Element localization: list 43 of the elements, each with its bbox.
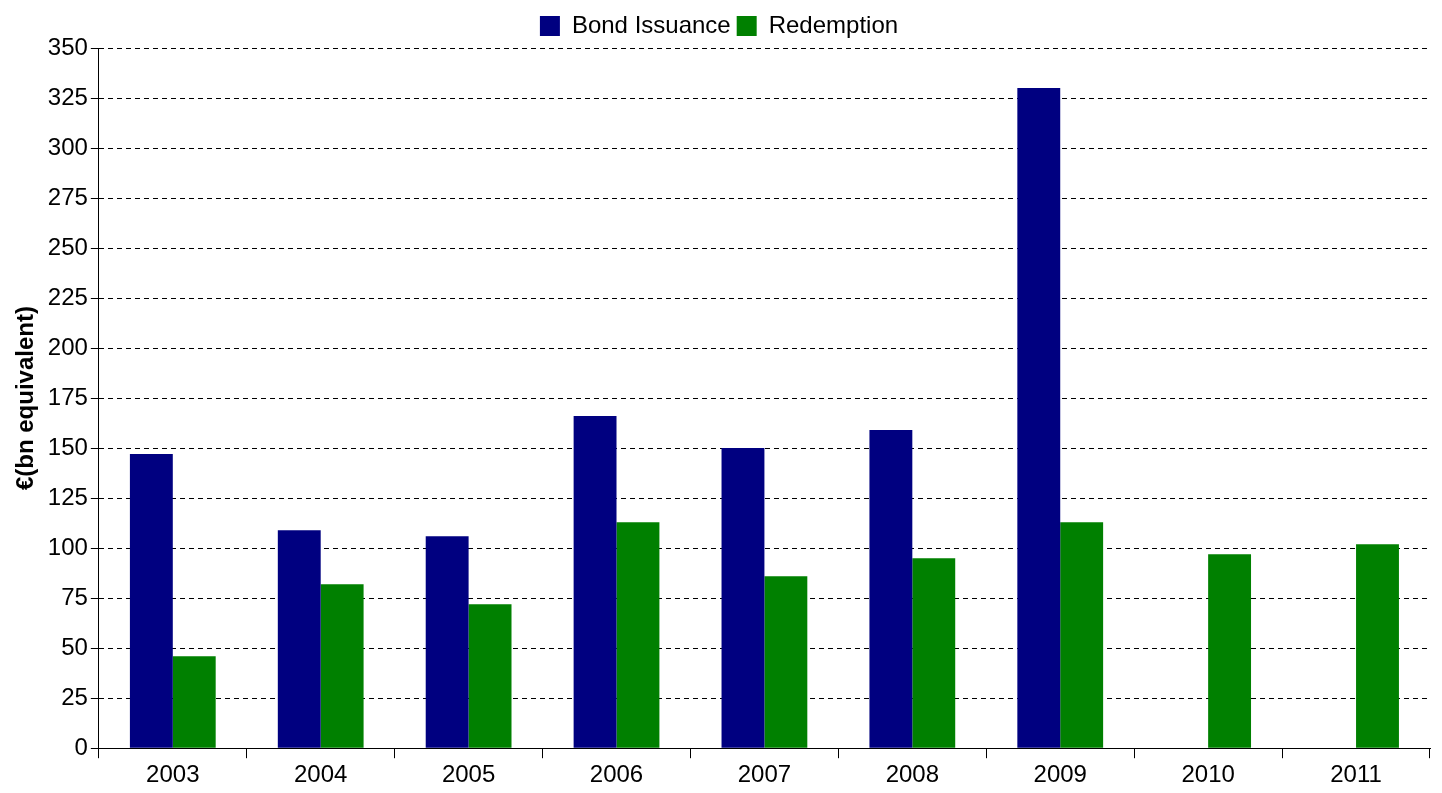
bar — [573, 416, 617, 748]
y-tick-label: 225 — [47, 282, 88, 310]
y-tick-label: 200 — [47, 332, 88, 360]
bar — [129, 454, 173, 748]
bar — [869, 430, 913, 748]
bar — [468, 604, 512, 748]
y-tick-label: 250 — [47, 232, 88, 260]
bar — [764, 576, 808, 748]
bar — [172, 656, 216, 748]
x-tick-label: 2009 — [1033, 760, 1087, 788]
x-tick-label: 2007 — [737, 760, 792, 788]
bar — [721, 448, 765, 748]
x-tick-label: 2010 — [1181, 760, 1235, 788]
y-tick-label: 75 — [61, 582, 88, 610]
y-tick-label: 350 — [47, 32, 88, 60]
bar — [1208, 554, 1252, 748]
y-tick-label: 100 — [47, 532, 88, 560]
bar — [616, 522, 660, 748]
y-tick-label: 300 — [47, 132, 88, 160]
y-tick-label: 125 — [47, 482, 88, 510]
legend-label: Bond Issuance — [571, 10, 731, 38]
x-tick-label: 2008 — [885, 760, 940, 788]
y-tick-label: 175 — [47, 382, 88, 410]
x-tick-label: 2003 — [146, 760, 200, 788]
y-tick-label: 325 — [47, 82, 88, 110]
bar — [1017, 88, 1061, 748]
bar — [277, 530, 321, 748]
y-tick-label: 50 — [61, 632, 88, 660]
y-tick-label: 25 — [61, 682, 88, 710]
bar — [425, 536, 469, 748]
y-axis-title: €(bn equivalent) — [11, 306, 39, 491]
x-tick-label: 2006 — [589, 760, 644, 788]
y-tick-label: 150 — [47, 432, 88, 460]
bar — [1356, 544, 1399, 748]
legend-label: Redemption — [768, 10, 899, 38]
bar — [1060, 522, 1104, 748]
x-tick-label: 2005 — [441, 760, 496, 788]
x-tick-label: 2011 — [1330, 760, 1382, 788]
bar — [320, 584, 364, 748]
x-tick-label: 2004 — [294, 760, 348, 788]
y-tick-label: 0 — [74, 732, 88, 760]
y-tick-label: 275 — [47, 182, 88, 210]
bar — [912, 558, 956, 748]
